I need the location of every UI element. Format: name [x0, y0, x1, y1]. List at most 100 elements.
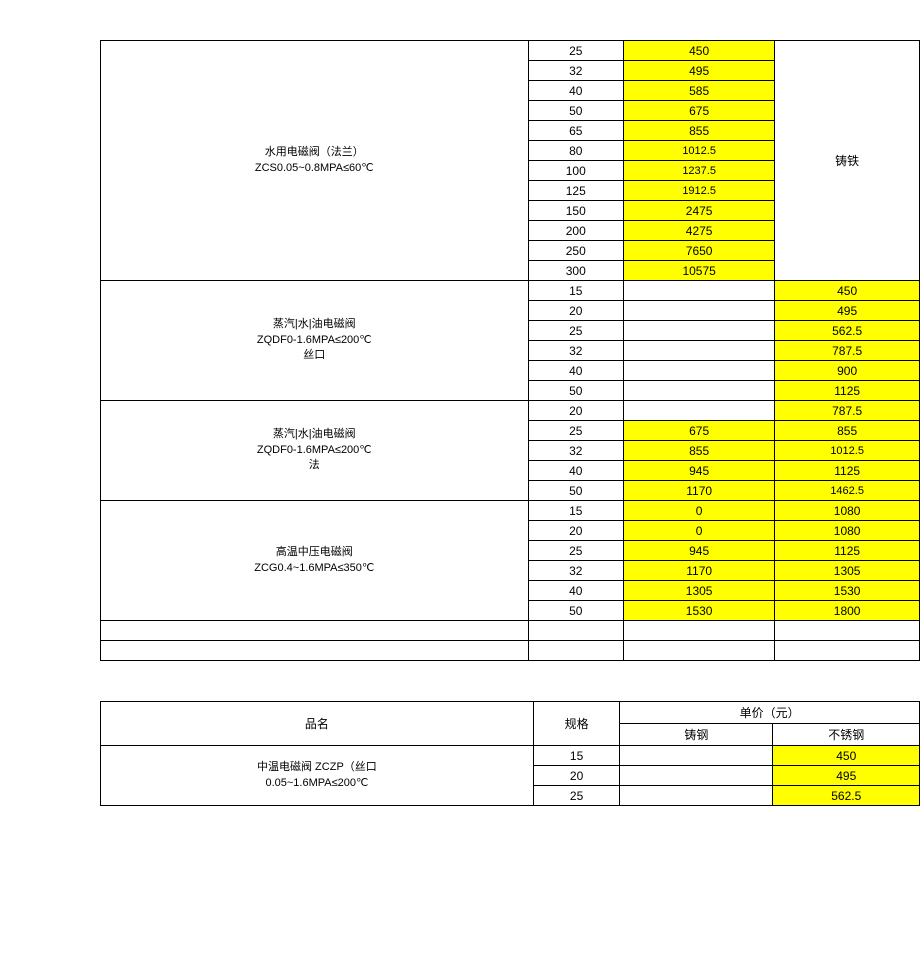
table-row: 蒸汽|水|油电磁阀ZQDF0-1.6MPA≤200℃法 20 787.5 — [101, 401, 920, 421]
spec-cell: 65 — [528, 121, 623, 141]
spec-cell: 80 — [528, 141, 623, 161]
price-cell — [620, 766, 773, 786]
price-cell: 562.5 — [773, 786, 920, 806]
price-cell — [624, 321, 775, 341]
product-name-cell: 水用电磁阀（法兰）ZCS0.05~0.8MPA≤60℃ — [101, 41, 529, 281]
spec-cell: 40 — [528, 361, 623, 381]
spec-cell: 40 — [528, 81, 623, 101]
spec-cell: 25 — [528, 541, 623, 561]
price-cell: 945 — [624, 461, 775, 481]
spec-cell: 40 — [528, 461, 623, 481]
spec-cell: 150 — [528, 201, 623, 221]
product-name-cell: 蒸汽|水|油电磁阀ZQDF0-1.6MPA≤200℃丝口 — [101, 281, 529, 401]
spec-cell: 250 — [528, 241, 623, 261]
price-cell: 855 — [624, 121, 775, 141]
product-name-cell: 蒸汽|水|油电磁阀ZQDF0-1.6MPA≤200℃法 — [101, 401, 529, 501]
table-row: 高温中压电磁阀ZCG0.4~1.6MPA≤350℃ 15 0 1080 — [101, 501, 920, 521]
price-cell — [624, 341, 775, 361]
price-cell: 450 — [624, 41, 775, 61]
price-cell: 1012.5 — [775, 441, 920, 461]
price-cell: 495 — [773, 766, 920, 786]
empty-row — [101, 621, 920, 641]
spec-cell: 32 — [528, 341, 623, 361]
price-cell — [624, 301, 775, 321]
spec-cell: 40 — [528, 581, 623, 601]
price-cell: 495 — [775, 301, 920, 321]
price-cell: 0 — [624, 501, 775, 521]
spec-cell: 32 — [528, 561, 623, 581]
price-cell: 495 — [624, 61, 775, 81]
price-cell: 855 — [775, 421, 920, 441]
price-cell: 1080 — [775, 521, 920, 541]
spec-header: 规格 — [533, 702, 620, 746]
price-cell: 1125 — [775, 541, 920, 561]
spec-cell: 32 — [528, 441, 623, 461]
price-cell: 10575 — [624, 261, 775, 281]
col1-header: 铸钢 — [620, 724, 773, 746]
spec-cell: 20 — [528, 301, 623, 321]
price-cell — [624, 281, 775, 301]
spec-cell: 15 — [528, 281, 623, 301]
spec-cell: 100 — [528, 161, 623, 181]
price-cell: 1125 — [775, 461, 920, 481]
empty-row — [101, 641, 920, 661]
price-cell: 585 — [624, 81, 775, 101]
price-cell: 1305 — [775, 561, 920, 581]
spec-cell: 200 — [528, 221, 623, 241]
price-cell — [624, 381, 775, 401]
price-cell: 450 — [773, 746, 920, 766]
material-cell: 铸铁 — [775, 41, 920, 281]
spec-cell: 25 — [528, 41, 623, 61]
spec-cell: 25 — [528, 321, 623, 341]
price-cell: 675 — [624, 101, 775, 121]
price-cell: 1012.5 — [624, 141, 775, 161]
table-row: 水用电磁阀（法兰）ZCS0.05~0.8MPA≤60℃ 25 450 铸铁 — [101, 41, 920, 61]
valve-price-table-2: 品名 规格 单价（元） 铸钢 不锈钢 中温电磁阀 ZCZP（丝口0.05~1.6… — [100, 701, 920, 806]
spec-cell: 300 — [528, 261, 623, 281]
price-cell: 7650 — [624, 241, 775, 261]
spec-cell: 25 — [528, 421, 623, 441]
table-row: 蒸汽|水|油电磁阀ZQDF0-1.6MPA≤200℃丝口 15 450 — [101, 281, 920, 301]
price-cell: 562.5 — [775, 321, 920, 341]
spec-cell: 50 — [528, 481, 623, 501]
col2-header: 不锈钢 — [773, 724, 920, 746]
price-cell: 1305 — [624, 581, 775, 601]
spec-cell: 20 — [533, 766, 620, 786]
price-cell — [620, 746, 773, 766]
name-header: 品名 — [101, 702, 534, 746]
price-cell: 1530 — [624, 601, 775, 621]
price-cell: 787.5 — [775, 401, 920, 421]
product-name-cell: 高温中压电磁阀ZCG0.4~1.6MPA≤350℃ — [101, 501, 529, 621]
price-cell: 1080 — [775, 501, 920, 521]
price-cell: 900 — [775, 361, 920, 381]
spec-cell: 15 — [533, 746, 620, 766]
spec-cell: 25 — [533, 786, 620, 806]
price-cell: 1170 — [624, 561, 775, 581]
price-cell: 855 — [624, 441, 775, 461]
product-name-cell: 中温电磁阀 ZCZP（丝口0.05~1.6MPA≤200℃ — [101, 746, 534, 806]
price-cell: 945 — [624, 541, 775, 561]
price-cell: 4275 — [624, 221, 775, 241]
spec-cell: 32 — [528, 61, 623, 81]
price-cell: 1125 — [775, 381, 920, 401]
price-cell: 1170 — [624, 481, 775, 501]
spec-cell: 50 — [528, 601, 623, 621]
valve-price-table-1: 水用电磁阀（法兰）ZCS0.05~0.8MPA≤60℃ 25 450 铸铁 32… — [100, 40, 920, 661]
price-cell: 2475 — [624, 201, 775, 221]
table-row: 中温电磁阀 ZCZP（丝口0.05~1.6MPA≤200℃ 15 450 — [101, 746, 920, 766]
spec-cell: 20 — [528, 521, 623, 541]
spec-cell: 15 — [528, 501, 623, 521]
spec-cell: 20 — [528, 401, 623, 421]
price-cell: 0 — [624, 521, 775, 541]
price-cell: 675 — [624, 421, 775, 441]
price-cell: 1237.5 — [624, 161, 775, 181]
price-cell: 1912.5 — [624, 181, 775, 201]
price-header: 单价（元） — [620, 702, 920, 724]
price-cell: 1800 — [775, 601, 920, 621]
price-cell — [624, 361, 775, 381]
spec-cell: 50 — [528, 381, 623, 401]
price-cell: 450 — [775, 281, 920, 301]
spec-cell: 50 — [528, 101, 623, 121]
price-cell: 1530 — [775, 581, 920, 601]
spec-cell: 125 — [528, 181, 623, 201]
